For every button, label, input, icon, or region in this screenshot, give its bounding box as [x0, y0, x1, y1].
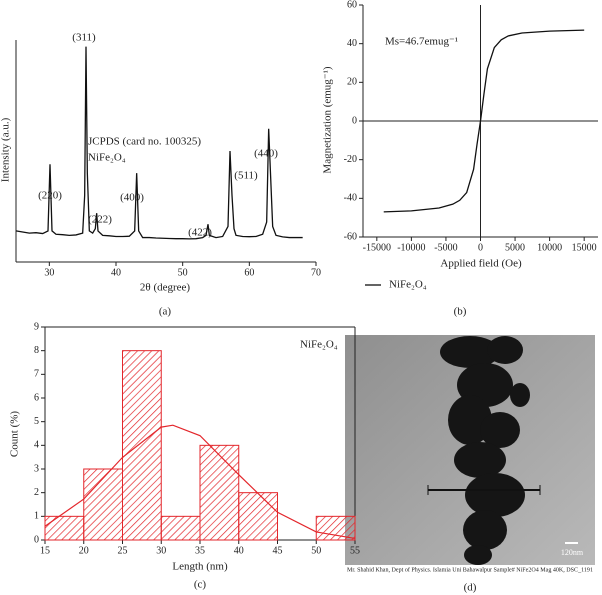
histogram-bar [44, 515, 85, 541]
x-axis-label: Applied field (Oe) [440, 258, 522, 270]
y-tick-label: 7 [34, 369, 39, 380]
histogram-bar [83, 468, 123, 541]
data-line [15, 46, 303, 240]
y-tick-label: -20 [344, 154, 357, 165]
scale-label: 120nm [561, 548, 584, 557]
x-tick-label: 30 [44, 267, 54, 278]
x-tick-label: 50 [311, 545, 321, 556]
y-axis-label: Intensity (a.u.) [0, 117, 12, 182]
histogram-bar [238, 492, 278, 541]
y-tick-label: -60 [344, 231, 357, 242]
x-tick-label: -10000 [397, 242, 425, 253]
annotation: (222) [88, 214, 112, 226]
y-tick-label: 6 [34, 392, 39, 403]
annotation: NiFe₂O₄ [88, 152, 126, 164]
x-tick-label: -15000 [363, 242, 391, 253]
y-tick-label: 40 [347, 38, 357, 49]
caption-bar: Mr. Shahid Khan, Dept of Physics. Islami… [347, 566, 593, 573]
y-tick-label: 5 [34, 416, 39, 427]
x-tick-label: 20 [79, 545, 89, 556]
annotation: (311) [72, 32, 96, 44]
annotation: (440) [254, 148, 278, 160]
y-tick-label: 0 [34, 534, 39, 545]
data-line [383, 29, 585, 213]
annotation: Ms=46.7emug⁻¹ [385, 36, 458, 48]
x-tick-label: 40 [111, 267, 121, 278]
y-tick-label: 60 [347, 0, 357, 10]
panel-caption: (b) [454, 306, 467, 318]
x-tick-label: 70 [311, 267, 321, 278]
x-tick-label: 15 [40, 545, 50, 556]
histogram-bar [160, 515, 201, 541]
x-tick-label: 30 [156, 545, 166, 556]
x-tick-label: 35 [195, 545, 205, 556]
legend-label: NiFe₂O₄ [389, 279, 427, 291]
histogram-bar [199, 444, 240, 541]
annotation: JCPDS (card no. 100325) [88, 136, 201, 148]
histogram-bar [315, 515, 356, 541]
y-axis-label: Count (%) [9, 411, 21, 457]
y-tick-label: 2 [34, 487, 39, 498]
y-tick-label: 4 [34, 440, 39, 451]
x-tick-label: 40 [234, 545, 244, 556]
panel-caption: (a) [159, 306, 172, 318]
annotation: (220) [38, 190, 62, 202]
x-tick-label: 10000 [537, 242, 562, 253]
x-tick-label: 60 [244, 267, 254, 278]
tem-image: 120nm Mr. Shahid Khan, Dept of Physics. … [345, 335, 595, 594]
x-tick-label: 55 [350, 545, 360, 556]
x-axis-label: Length (nm) [172, 561, 228, 573]
x-tick-label: 5000 [505, 242, 525, 253]
histogram-bar [122, 350, 162, 541]
annotation: NiFe₂O₄ [300, 339, 338, 351]
x-tick-label: 45 [273, 545, 283, 556]
fit-curve [44, 424, 356, 540]
y-tick-label: 0 [352, 115, 357, 126]
x-tick-label: -5000 [434, 242, 457, 253]
y-tick-label: 1 [34, 511, 39, 522]
x-axis-label: 2θ (degree) [140, 282, 190, 294]
x-tick-label: 25 [118, 545, 128, 556]
x-tick-label: 50 [178, 267, 188, 278]
y-tick-label: -40 [344, 193, 357, 204]
x-tick-label: 15000 [572, 242, 597, 253]
y-tick-label: 3 [34, 463, 39, 474]
y-tick-label: 9 [34, 321, 39, 332]
y-tick-label: 8 [34, 345, 39, 356]
annotation: (511) [234, 170, 258, 182]
panel-caption: (d) [464, 582, 477, 594]
x-tick-label: 0 [478, 242, 483, 253]
annotation: (400) [120, 192, 144, 204]
y-axis-label: Magnetization (emug⁻¹) [322, 66, 334, 173]
panel-caption: (c) [194, 579, 207, 591]
y-tick-label: 20 [347, 77, 357, 88]
